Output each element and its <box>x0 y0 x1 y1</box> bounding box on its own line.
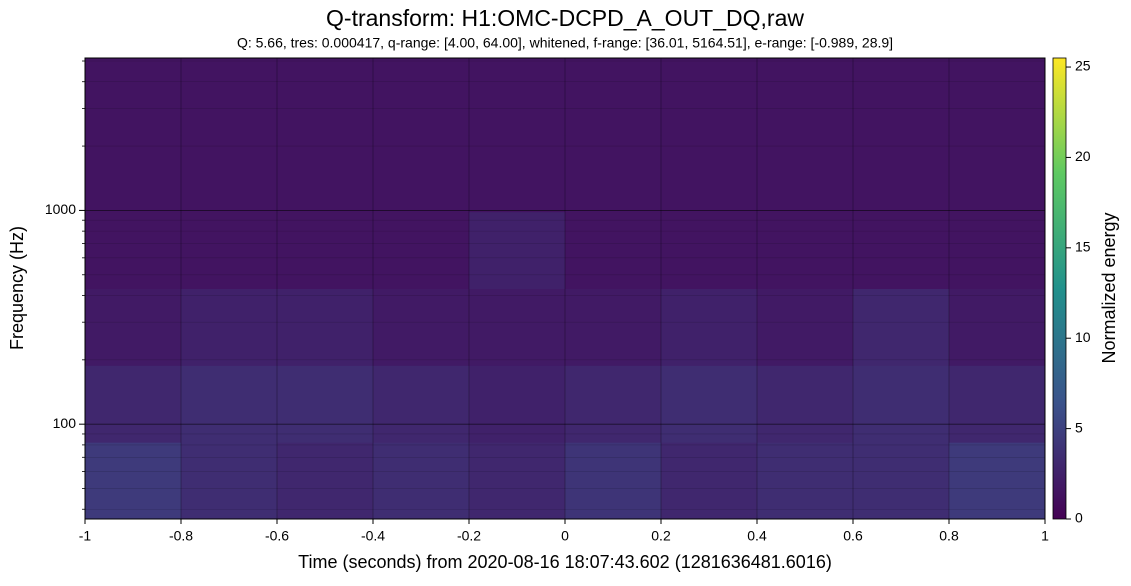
heatmap-cell <box>277 58 374 136</box>
heatmap-cell <box>85 365 182 443</box>
heatmap-cell <box>853 365 950 443</box>
heatmap-cell <box>949 288 1046 366</box>
x-tick-label: -0.4 <box>361 528 385 544</box>
x-tick-label: 0 <box>561 528 569 544</box>
y-tick-label: 1000 <box>45 201 76 217</box>
heatmap-cell <box>469 288 566 366</box>
x-tick-label: -0.8 <box>169 528 193 544</box>
colorbar <box>1052 57 1067 520</box>
colorbar-tick-label: 5 <box>1075 419 1083 435</box>
heatmap-cell <box>661 58 758 136</box>
heatmap-cell <box>373 58 470 136</box>
heatmap-cell <box>661 134 758 213</box>
heatmap-cell <box>853 134 950 213</box>
colorbar-tick-label: 20 <box>1075 148 1091 164</box>
heatmap-cell <box>565 288 662 366</box>
heatmap-cell <box>565 58 662 136</box>
x-tick-label: 0.4 <box>747 528 767 544</box>
heatmap-cell <box>757 442 854 520</box>
heatmap-cell <box>277 288 374 366</box>
heatmap-cell <box>661 442 758 520</box>
heatmap-cell <box>949 442 1046 520</box>
x-tick-label: -0.2 <box>457 528 481 544</box>
heatmap-cell <box>757 365 854 443</box>
heatmap-cell <box>373 442 470 520</box>
heatmap-cell <box>565 211 662 289</box>
heatmap-cell <box>757 288 854 366</box>
heatmap-cell <box>661 288 758 366</box>
plot-frame <box>84 57 1046 520</box>
heatmap-cell <box>181 134 278 213</box>
heatmap-cell <box>277 134 374 213</box>
x-tick-label: -1 <box>79 528 92 544</box>
x-tick-label: 0.2 <box>651 528 671 544</box>
chart-title: Q-transform: H1:OMC-DCPD_A_OUT_DQ,raw <box>326 5 804 31</box>
heatmap-cell <box>469 58 566 136</box>
x-tick-label: 0.8 <box>939 528 959 544</box>
heatmap-cell <box>469 442 566 520</box>
heatmap-cell <box>565 442 662 520</box>
heatmap-cell <box>757 134 854 213</box>
heatmap-cell <box>181 211 278 289</box>
y-axis-label: Frequency (Hz) <box>7 226 27 350</box>
heatmap-cell <box>85 134 182 213</box>
heatmap-cell <box>853 442 950 520</box>
x-tick-label: -0.6 <box>265 528 289 544</box>
heatmap-cell <box>373 365 470 443</box>
heatmap-cell <box>181 442 278 520</box>
heatmap-cell <box>85 58 182 136</box>
heatmap-cell <box>469 365 566 443</box>
heatmap-cell <box>949 58 1046 136</box>
heatmap-cell <box>565 365 662 443</box>
heatmap-cell <box>85 288 182 366</box>
heatmap-cell <box>469 134 566 213</box>
heatmap-cell <box>85 442 182 520</box>
x-tick-label: 1 <box>1041 528 1049 544</box>
heatmap-cell <box>949 134 1046 213</box>
heatmap-cell <box>373 134 470 213</box>
heatmap-cell <box>757 58 854 136</box>
heatmap-cell <box>757 211 854 289</box>
colorbar-label: Normalized energy <box>1099 212 1119 363</box>
heatmap-cell <box>85 211 182 289</box>
y-tick-label: 100 <box>53 415 77 431</box>
colorbar-tick-label: 0 <box>1075 510 1083 526</box>
heatmap-cell <box>853 58 950 136</box>
heatmap-cell <box>373 288 470 366</box>
colorbar-tick-label: 25 <box>1075 58 1091 74</box>
heatmap-cell <box>661 211 758 289</box>
heatmap-cell <box>853 211 950 289</box>
colorbar-tick-label: 15 <box>1075 239 1091 255</box>
colorbar-tick-label: 10 <box>1075 329 1091 345</box>
heatmap-cell <box>853 288 950 366</box>
heatmap-cell <box>277 211 374 289</box>
heatmap-cell <box>277 365 374 443</box>
heatmap <box>85 58 1046 520</box>
chart-subtitle: Q: 5.66, tres: 0.000417, q-range: [4.00,… <box>237 35 893 51</box>
x-axis-label: Time (seconds) from 2020-08-16 18:07:43.… <box>298 552 832 572</box>
heatmap-cell <box>949 365 1046 443</box>
heatmap-cell <box>661 365 758 443</box>
heatmap-cell <box>181 288 278 366</box>
heatmap-cell <box>469 211 566 289</box>
heatmap-cell <box>949 211 1046 289</box>
heatmap-cell <box>181 58 278 136</box>
heatmap-cell <box>181 365 278 443</box>
heatmap-cell <box>565 134 662 213</box>
heatmap-cell <box>277 442 374 520</box>
heatmap-cell <box>373 211 470 289</box>
x-tick-label: 0.6 <box>843 528 863 544</box>
